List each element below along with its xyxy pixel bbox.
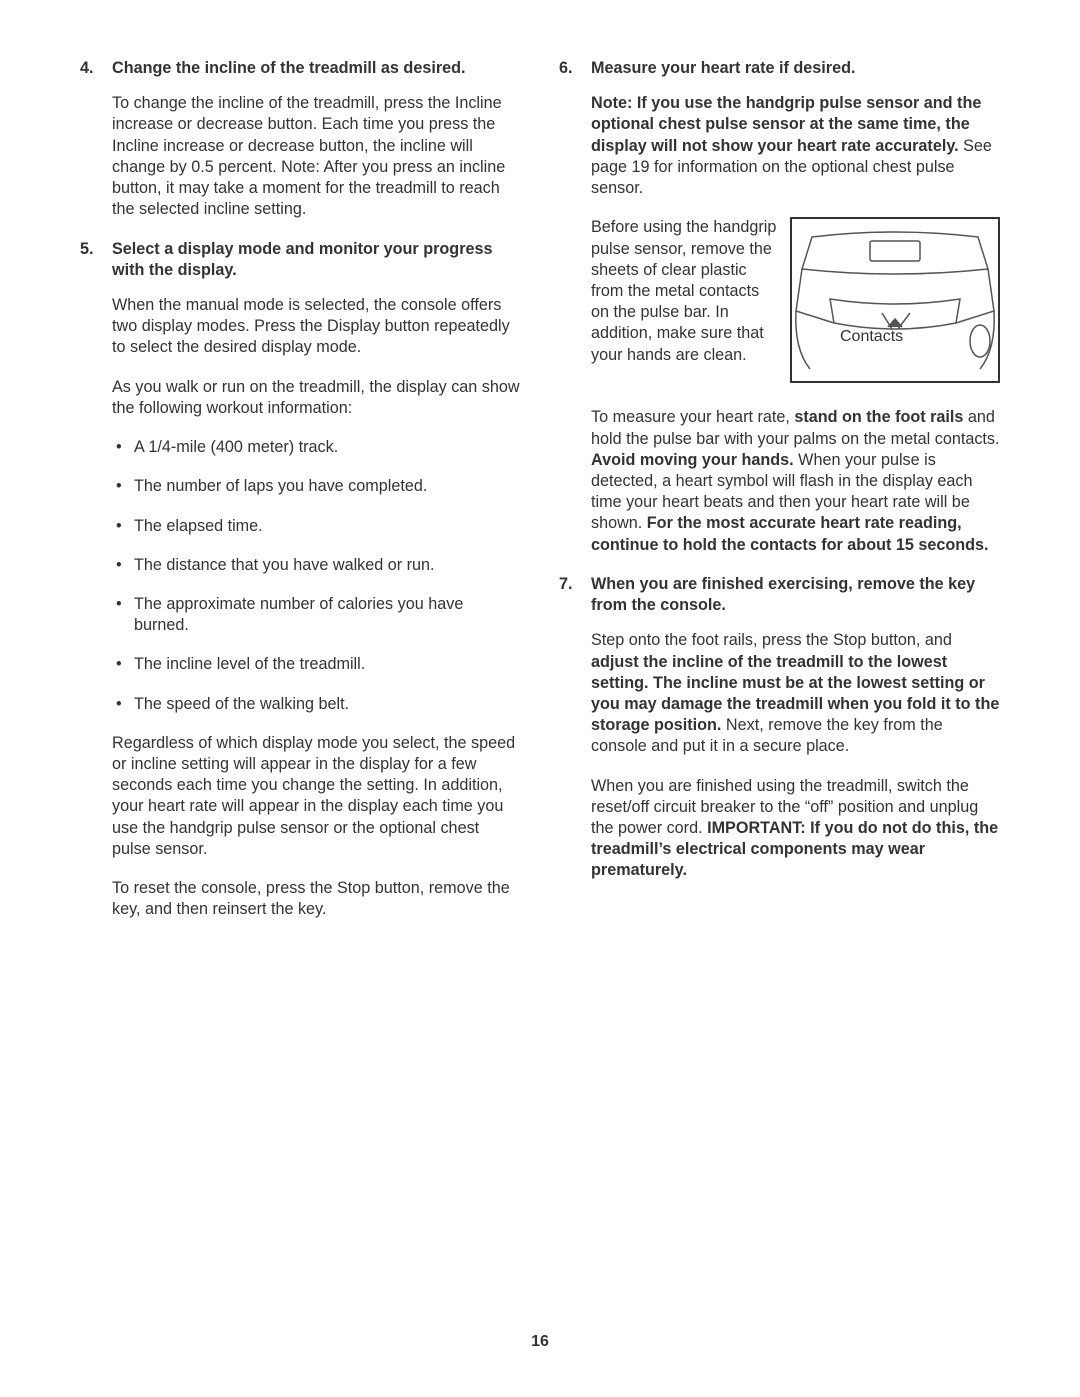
step-5-para1: When the manual mode is selected, the co… xyxy=(112,295,521,359)
step-title: Measure your heart rate if desired. xyxy=(591,58,856,79)
t: To measure your heart rate, xyxy=(591,408,794,426)
t: Step onto the foot rails, press the Stop… xyxy=(591,631,952,649)
step-7-para2: When you are finished using the treadmil… xyxy=(591,776,1000,882)
t: stand on the foot rails xyxy=(794,408,963,426)
contacts-figure: Contacts xyxy=(790,217,1000,383)
step-title: Change the incline of the treadmill as d… xyxy=(112,58,466,79)
step-6-note: Note: If you use the handgrip pulse sens… xyxy=(591,93,1000,199)
step-title: Select a display mode and monitor your p… xyxy=(112,239,521,281)
left-column: 4. Change the incline of the treadmill a… xyxy=(80,58,521,939)
step-number: 5. xyxy=(80,239,112,281)
step-7-header: 7. When you are finished exercising, rem… xyxy=(559,574,1000,616)
t: Avoid moving your hands. xyxy=(591,451,794,469)
list-item: The incline level of the treadmill. xyxy=(112,654,521,675)
page-content: 4. Change the incline of the treadmill a… xyxy=(0,0,1080,939)
step-6-wrap-block: Contacts Before using the handgrip pulse… xyxy=(591,217,1000,389)
step-title: When you are finished exercising, remove… xyxy=(591,574,1000,616)
step-7-para1: Step onto the foot rails, press the Stop… xyxy=(591,630,1000,757)
list-item: The distance that you have walked or run… xyxy=(112,555,521,576)
step-5-para2: As you walk or run on the treadmill, the… xyxy=(112,377,521,419)
step-6-header: 6. Measure your heart rate if desired. xyxy=(559,58,1000,79)
display-info-list: A 1/4-mile (400 meter) track. The number… xyxy=(112,437,521,715)
step-4-header: 4. Change the incline of the treadmill a… xyxy=(80,58,521,79)
step-number: 6. xyxy=(559,58,591,79)
page-number: 16 xyxy=(0,1333,1080,1351)
step-number: 7. xyxy=(559,574,591,616)
step-4-para: To change the incline of the treadmill, … xyxy=(112,93,521,220)
step-6-measure-para: To measure your heart rate, stand on the… xyxy=(591,407,1000,556)
right-column: 6. Measure your heart rate if desired. N… xyxy=(559,58,1000,939)
list-item: A 1/4-mile (400 meter) track. xyxy=(112,437,521,458)
step-5-para4: To reset the console, press the Stop but… xyxy=(112,878,521,920)
note-bold: Note: If you use the handgrip pulse sens… xyxy=(591,94,981,154)
step-number: 4. xyxy=(80,58,112,79)
list-item: The elapsed time. xyxy=(112,516,521,537)
t: For the most accurate heart rate reading… xyxy=(591,514,989,553)
step-5-para3: Regardless of which display mode you sel… xyxy=(112,733,521,860)
list-item: The approximate number of calories you h… xyxy=(112,594,521,636)
list-item: The speed of the walking belt. xyxy=(112,694,521,715)
console-svg xyxy=(792,219,998,381)
treadmill-console-illustration: Contacts xyxy=(790,217,1000,383)
step-6-wrap-text: Before using the handgrip pulse sensor, … xyxy=(591,218,776,363)
list-item: The number of laps you have completed. xyxy=(112,476,521,497)
step-5-header: 5. Select a display mode and monitor you… xyxy=(80,239,521,281)
figure-label: Contacts xyxy=(840,327,903,348)
